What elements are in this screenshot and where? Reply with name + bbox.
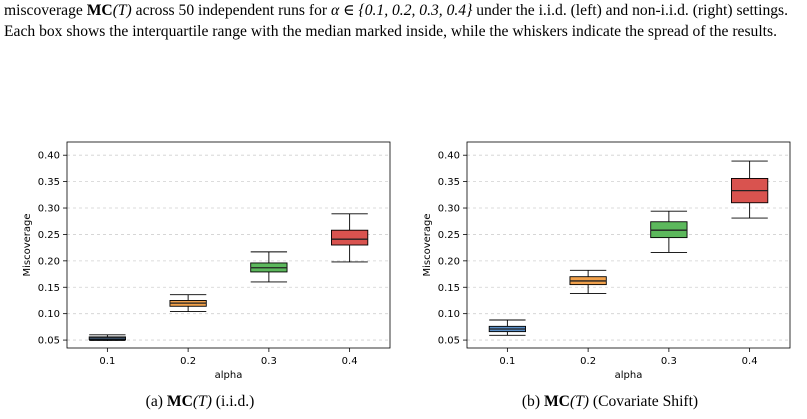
x-tick-label: 0.1 xyxy=(99,356,115,367)
caption-text-2: across 50 independent runs for xyxy=(131,2,331,19)
y-tick-label: 0.25 xyxy=(438,230,460,241)
x-tick-label: 0.2 xyxy=(180,356,196,367)
subcaption-b: (b) MC(T) (Covariate Shift) xyxy=(470,392,750,412)
box-0.3 xyxy=(250,251,288,283)
y-tick-label: 0.35 xyxy=(38,177,60,188)
box-iqr xyxy=(331,229,369,246)
y-tick-label: 0.10 xyxy=(438,309,460,320)
x-tick-label: 0.3 xyxy=(661,356,677,367)
caption-alpha-set: α ∈ {0.1, 0.2, 0.3, 0.4} xyxy=(330,2,473,19)
subcaption-a-prefix: (a) xyxy=(145,393,167,410)
y-axis-label: Miscoverage xyxy=(422,213,433,276)
box-0.4 xyxy=(731,160,769,219)
y-tick-label: 0.15 xyxy=(38,283,60,294)
subcaption-b-prefix: (b) xyxy=(521,393,544,410)
chart-panel-a: 0.05 0.10 0.15 0.20 0.25 0.30 0.35 0.40 0.1 0.2 0.… xyxy=(0,130,400,380)
x-tick-label: 0.4 xyxy=(342,356,358,367)
x-tick-label: 0.1 xyxy=(499,356,515,367)
box-0.4 xyxy=(331,213,369,263)
x-axis-label: alpha xyxy=(215,370,243,380)
box-0.1 xyxy=(88,334,126,342)
y-tick-label: 0.30 xyxy=(38,204,60,215)
y-tick-label: 0.40 xyxy=(438,151,460,162)
subcaption-a-bold: MC xyxy=(166,393,193,410)
plot-frame xyxy=(66,141,391,349)
y-tick-label: 0.05 xyxy=(438,336,460,347)
box-0.3 xyxy=(650,210,688,253)
y-tick-label: 0.20 xyxy=(438,256,460,267)
boxplot-chart-a: 0.05 0.10 0.15 0.20 0.25 0.30 0.35 0.40 0.1 0.2 0.… xyxy=(22,141,391,380)
y-tick-label: 0.40 xyxy=(38,151,60,162)
figure-caption: miscoverage MC(T) across 50 independent … xyxy=(4,0,804,42)
caption-text-1: miscoverage xyxy=(4,2,87,19)
y-tick-label: 0.35 xyxy=(438,177,460,188)
caption-text-3: under the i.i.d. (left) and non-i.i.d. (… xyxy=(4,2,789,40)
box-0.2 xyxy=(569,269,607,295)
subcaption-a: (a) MC(T) (i.i.d.) xyxy=(100,392,300,412)
y-tick-label: 0.05 xyxy=(38,336,60,347)
x-axis-label: alpha xyxy=(615,370,643,380)
y-tick-label: 0.15 xyxy=(438,283,460,294)
x-tick-label: 0.2 xyxy=(580,356,596,367)
subcaption-b-bold: MC xyxy=(543,393,570,410)
subcaption-a-arg: (T) xyxy=(192,393,212,410)
y-tick-label: 0.30 xyxy=(438,204,460,215)
box-0.1 xyxy=(488,319,526,336)
y-tick-label: 0.25 xyxy=(38,230,60,241)
plot-frame xyxy=(466,141,791,349)
subcaption-a-suffix: (i.i.d.) xyxy=(211,393,255,410)
subcaption-b-suffix: (Covariate Shift) xyxy=(589,393,699,410)
boxplot-chart-b: 0.05 0.10 0.15 0.20 0.25 0.30 0.35 0.40 0.1 0.2 0.… xyxy=(422,141,791,380)
y-tick-label: 0.20 xyxy=(38,256,60,267)
x-tick-label: 0.4 xyxy=(742,356,758,367)
box-0.2 xyxy=(169,294,207,313)
caption-mc-bold: MC xyxy=(86,2,113,19)
chart-panel-b: 0.05 0.10 0.15 0.20 0.25 0.30 0.35 0.40 0.1 0.2 0.… xyxy=(400,130,800,380)
x-tick-label: 0.3 xyxy=(261,356,277,367)
caption-mc-arg: (T) xyxy=(112,2,132,19)
y-tick-label: 0.10 xyxy=(38,309,60,320)
subcaption-b-arg: (T) xyxy=(569,393,589,410)
y-axis-label: Miscoverage xyxy=(22,213,33,276)
